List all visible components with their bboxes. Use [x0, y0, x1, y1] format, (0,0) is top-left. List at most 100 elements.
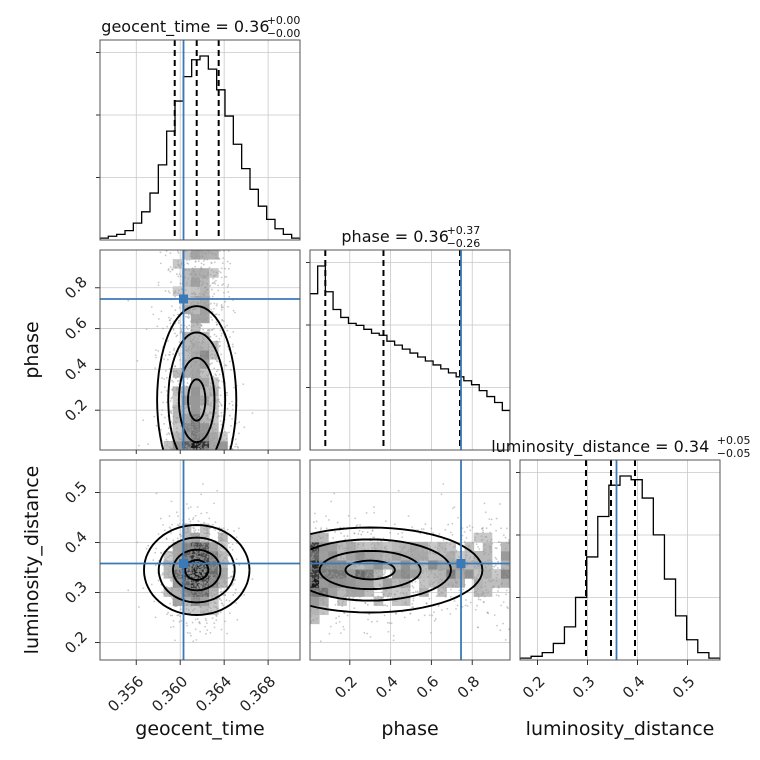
sample-point [326, 570, 329, 573]
sample-point [483, 553, 485, 556]
sample-point [484, 511, 487, 514]
sample-point [310, 566, 312, 568]
sample-point [209, 404, 212, 407]
sample-point [387, 621, 389, 624]
sample-point [179, 438, 182, 441]
sample-point [204, 428, 206, 431]
sample-point [399, 592, 402, 594]
sample-point [403, 616, 406, 619]
density-cell [209, 268, 219, 278]
density-cell [373, 550, 384, 561]
sample-point [435, 595, 438, 597]
sample-point [208, 303, 211, 306]
sample-point [180, 572, 183, 575]
sample-point [374, 570, 377, 573]
sample-point [208, 388, 211, 390]
sample-point [217, 536, 220, 539]
sample-point [223, 441, 226, 444]
sample-point [207, 345, 210, 348]
sample-point [209, 631, 212, 634]
sample-point [198, 552, 201, 554]
sample-point [412, 597, 415, 600]
sample-point [201, 432, 204, 435]
sample-point [339, 632, 342, 635]
sample-point [210, 345, 213, 348]
sample-point [408, 569, 411, 572]
sample-point [409, 612, 412, 615]
sample-point [238, 527, 240, 530]
sample-point [363, 554, 366, 557]
sample-point [401, 531, 404, 534]
density-cell [190, 286, 201, 296]
sample-point [480, 527, 483, 530]
sample-point [179, 573, 182, 576]
sample-point [172, 353, 175, 356]
sample-point [206, 299, 209, 302]
sample-point [499, 544, 502, 546]
sample-point [497, 585, 500, 588]
sample-point [371, 529, 374, 532]
sample-point [398, 579, 401, 582]
sample-point [227, 283, 230, 286]
sample-point [228, 414, 231, 417]
sample-point [194, 531, 196, 534]
sample-point [222, 576, 225, 579]
sample-point [356, 553, 358, 555]
density-cell [200, 331, 210, 342]
sample-point [421, 550, 424, 553]
sample-point [315, 520, 318, 523]
sample-point [486, 559, 489, 562]
sample-point [325, 515, 327, 518]
sample-point [197, 564, 200, 567]
sample-point [194, 260, 197, 263]
sample-point [318, 535, 321, 538]
sample-point [198, 580, 201, 583]
sample-point [203, 544, 206, 546]
sample-point [176, 416, 179, 419]
sample-point [428, 550, 431, 553]
sample-point [366, 572, 369, 575]
sample-point [209, 385, 212, 387]
sample-point [337, 577, 340, 580]
sample-point [170, 412, 173, 415]
sample-point [195, 532, 197, 535]
sample-point [345, 594, 348, 597]
panel-geocent_time-luminosity_distance: 0.20.30.40.50.356 0.360 0.364 0.368 [61, 459, 301, 715]
sample-point [392, 578, 395, 580]
sample-point [160, 413, 163, 416]
sample-point [224, 594, 227, 597]
sample-point [230, 424, 232, 427]
sample-point [154, 551, 157, 554]
sample-point [176, 544, 179, 547]
sample-point [198, 585, 201, 588]
sample-point [486, 611, 489, 614]
density-cell [181, 386, 192, 396]
sample-point [175, 427, 178, 430]
density-cell [446, 560, 456, 570]
sample-point [198, 412, 201, 415]
sample-point [427, 594, 430, 596]
sample-point [206, 555, 209, 558]
sample-point [178, 543, 181, 546]
y-tick-label: 0.8 [61, 273, 91, 303]
sample-point [198, 596, 200, 598]
sample-point [400, 549, 403, 552]
sample-point [425, 568, 427, 570]
sample-point [179, 266, 182, 269]
sample-point [176, 313, 179, 316]
sample-point [192, 567, 195, 569]
sample-point [383, 573, 385, 576]
title-plus: +0.05 [717, 434, 751, 447]
sample-point [199, 375, 202, 378]
sample-point [504, 547, 507, 550]
sample-point [166, 613, 168, 616]
sample-point [310, 592, 312, 595]
sample-point [428, 544, 431, 547]
sample-point [175, 511, 178, 514]
sample-point [168, 291, 171, 294]
sample-point [220, 303, 223, 306]
sample-point [187, 365, 189, 368]
x-tick-label: 0.2 [519, 672, 549, 702]
sample-point [346, 557, 348, 560]
sample-point [175, 389, 178, 391]
